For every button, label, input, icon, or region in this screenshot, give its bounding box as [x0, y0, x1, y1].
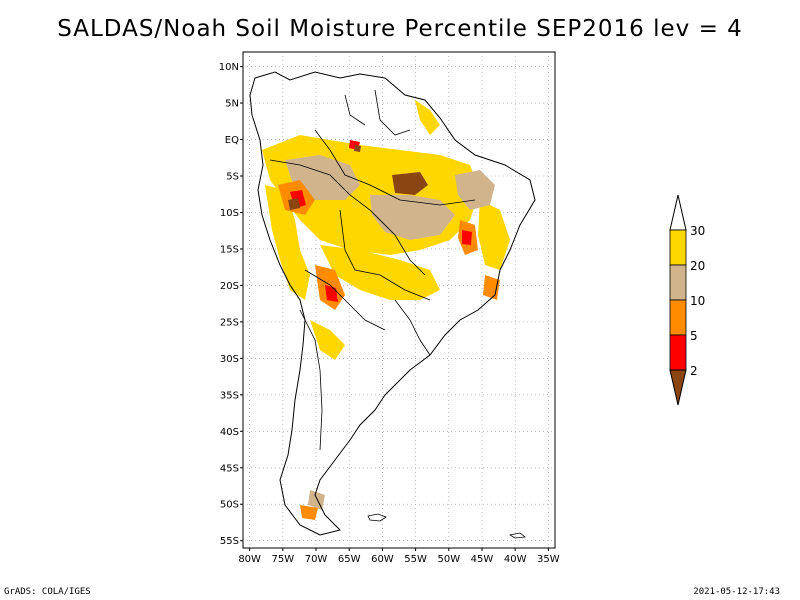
lat-tick-label: 25S: [220, 317, 239, 328]
south-georgia: [508, 532, 527, 539]
lat-tick-label: 15S: [220, 244, 239, 255]
lat-tick-label: 30S: [220, 354, 239, 365]
colorbar-bottom-arrow: [669, 369, 687, 406]
colorbar-segment-30: [669, 229, 687, 266]
colorbar-segment-10: [669, 299, 687, 336]
continent-outline: [249, 71, 536, 536]
field-brown-central: [392, 172, 428, 195]
field-tan-central: [370, 195, 455, 240]
field-yellow-northeast: [415, 100, 440, 135]
lon-tick-label: 75W: [272, 554, 295, 565]
colorbar-segment-5: [669, 334, 687, 371]
lat-tick-label: 40S: [220, 427, 239, 438]
field-yellow-east: [478, 200, 510, 270]
field-brown-west: [288, 198, 300, 210]
colorbar-label-5: 5: [690, 329, 698, 343]
lon-tick-label: 70W: [305, 554, 328, 565]
moisture-fields: [262, 100, 510, 520]
lat-tick-label: EQ: [225, 135, 239, 146]
lon-tick-label: 45W: [471, 554, 494, 565]
field-brown-north: [354, 145, 361, 152]
colorbar: 30 20 10 5 2: [669, 194, 705, 406]
footer-credit: GrADS: COLA/IGES: [4, 587, 91, 597]
lat-tick-label: 5S: [226, 172, 239, 183]
lon-tick-label: 50W: [437, 554, 460, 565]
colorbar-top-arrow: [669, 194, 687, 231]
lat-tick-label: 35S: [220, 390, 239, 401]
lat-tick-label: 50S: [220, 500, 239, 511]
lat-tick-label: 20S: [220, 281, 239, 292]
colorbar-label-20: 20: [690, 259, 705, 273]
country-borders: [269, 89, 476, 451]
longitude-labels: 80W 75W 70W 65W 60W 55W 50W 45W 40W 35W: [238, 548, 560, 565]
colorbar-segment-20: [669, 264, 687, 301]
colorbar-label-2: 2: [690, 364, 698, 378]
colorbar-label-10: 10: [690, 294, 705, 308]
lat-tick-label: 5N: [225, 99, 239, 110]
map-title: SALDAS/Noah Soil Moisture Percentile SEP…: [57, 16, 743, 42]
lon-tick-label: 60W: [371, 554, 394, 565]
lon-tick-label: 80W: [238, 554, 261, 565]
field-yellow-south: [310, 320, 345, 360]
lat-tick-label: 55S: [220, 536, 239, 547]
colorbar-label-30: 30: [690, 224, 705, 238]
field-red-east: [462, 230, 472, 245]
field-tan-ne: [455, 170, 495, 210]
field-tan-south: [308, 490, 325, 510]
lat-tick-label: 10S: [220, 208, 239, 219]
lat-tick-label: 45S: [220, 463, 239, 474]
lon-tick-label: 65W: [338, 554, 361, 565]
footer-timestamp: 2021-05-12-17:43: [693, 587, 780, 597]
lon-tick-label: 40W: [504, 554, 527, 565]
lon-tick-label: 55W: [404, 554, 427, 565]
field-yellow-center: [320, 245, 440, 300]
lat-tick-label: 10N: [219, 62, 239, 73]
field-orange-south: [300, 505, 318, 520]
map-area: 10N5NEQ5S10S15S20S25S30S35S40S45S50S55S …: [219, 51, 560, 565]
field-yellow-west: [265, 185, 310, 300]
lon-tick-label: 35W: [537, 554, 560, 565]
falkland-islands: [367, 513, 387, 522]
latitude-labels: 10N 5N EQ 5S 10S 15S 20S 25S 30S 35S 40S 45S 50S 55S: [219, 62, 243, 547]
